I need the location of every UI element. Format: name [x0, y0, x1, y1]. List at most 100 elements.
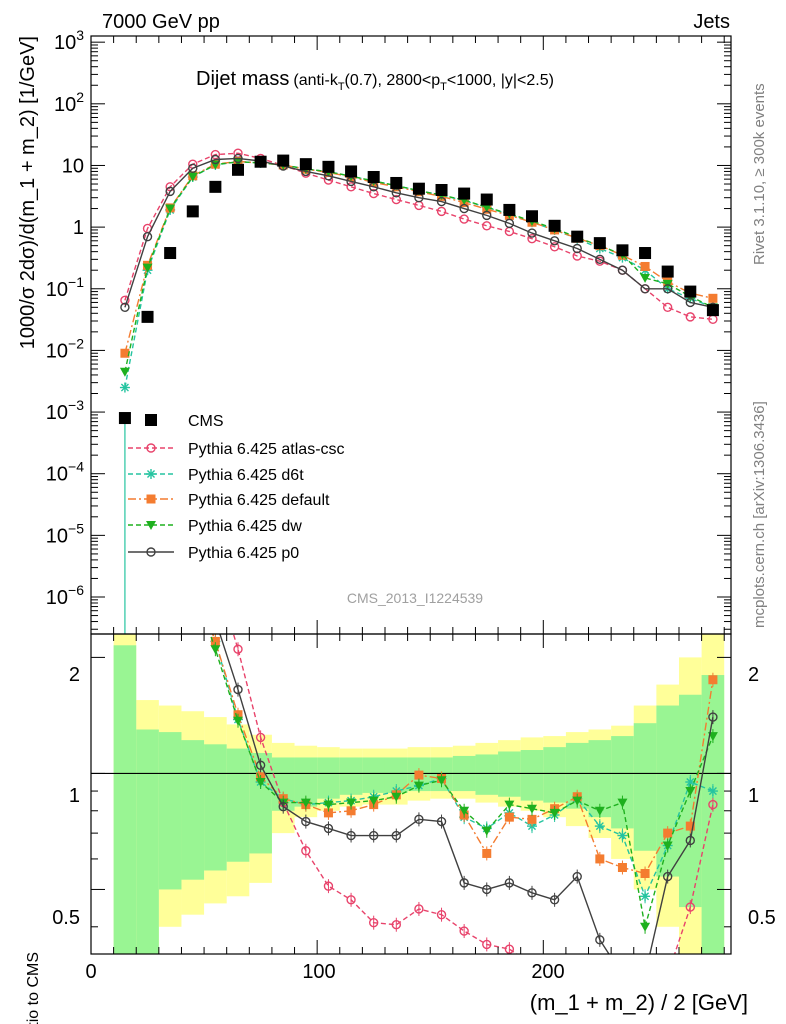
ratio-point-p0 — [278, 801, 288, 812]
ratio-point-atlas — [368, 917, 379, 928]
point-p0 — [640, 284, 650, 294]
ratio-point-dw — [436, 776, 447, 786]
ratio-point-d6t — [707, 786, 718, 797]
ratio-point-dw — [526, 804, 537, 814]
point-cms — [390, 176, 403, 189]
analysis-id: CMS_2013_I1224539 — [347, 590, 483, 606]
main-y-tick-label: 10−1 — [46, 274, 84, 301]
point-cms — [458, 187, 471, 200]
legend-entry-d6t: Pythia 6.425 d6t — [128, 467, 304, 484]
point-p0 — [527, 228, 537, 238]
point-cms — [186, 205, 199, 218]
legend-label-atlas: Pythia 6.425 atlas-csc — [188, 441, 345, 458]
series-p0 — [120, 153, 718, 313]
ratio-point-dw — [323, 800, 334, 810]
point-p0 — [120, 302, 130, 313]
point-cms — [435, 183, 448, 196]
point-cms — [231, 163, 244, 176]
ratio-point-atlas — [482, 939, 492, 950]
point-cms — [254, 155, 267, 168]
main-y-tick-label: 103 — [54, 27, 84, 54]
band-inner-bin — [204, 744, 227, 871]
ratio-y-tick-labels-left: 2 1 0.5 — [52, 664, 80, 929]
ratio-point-d6t — [617, 830, 628, 841]
band-inner-bin — [498, 751, 521, 797]
point-cms — [141, 310, 154, 323]
point-p0 — [188, 163, 198, 173]
point-cms — [118, 412, 131, 425]
ratio-point-dw — [459, 806, 470, 816]
band-inner-bin — [656, 705, 679, 877]
legend-marker-cms — [145, 414, 157, 426]
point-cms — [525, 210, 538, 223]
legend-entry-cms: CMS — [145, 413, 224, 430]
ratio-point-dw — [685, 787, 696, 797]
ratio-point-atlas — [641, 971, 649, 979]
point-dw — [142, 263, 153, 273]
legend-label-cms: CMS — [188, 413, 224, 430]
ratio-point-p0 — [414, 814, 424, 825]
ratio-y-tick-label-2: 2 — [69, 664, 80, 686]
header-left: 7000 GeV pp — [102, 11, 220, 33]
ratio-point-atlas — [233, 644, 243, 654]
ratio-point-dw — [368, 796, 379, 806]
ratio-point-default — [504, 812, 514, 822]
legend-marker-dw — [146, 521, 156, 530]
ratio-point-dw — [413, 781, 424, 791]
point-dw — [119, 367, 130, 377]
ratio-point-default — [346, 806, 356, 816]
ratio-point-p0 — [459, 878, 469, 888]
ratio-point-default — [640, 868, 650, 878]
ratio-point-default — [617, 863, 627, 873]
ratio-point-dw — [300, 798, 311, 808]
ratio-point-atlas — [459, 926, 469, 936]
band-inner-bin — [158, 732, 182, 890]
plot-title: Dijet mass (anti-kT(0.7), 2800<pT<1000, |… — [196, 68, 554, 93]
main-series-group — [118, 148, 719, 634]
ratio-point-default — [663, 828, 673, 838]
ratio-y-tick-label-0.5: 0.5 — [52, 907, 80, 929]
band-inner-bin — [611, 736, 634, 829]
ratio-point-p0 — [255, 760, 266, 770]
point-default — [120, 348, 130, 358]
point-cms — [684, 285, 697, 298]
ratio-point-dw — [504, 800, 515, 810]
ratio-y-tick-label-0.5-right: 0.5 — [748, 907, 776, 929]
ratio-point-p0 — [346, 830, 356, 841]
point-p0 — [504, 218, 515, 229]
ratio-point-p0 — [595, 935, 605, 945]
ratio-point-default — [482, 848, 492, 858]
ratio-point-atlas — [618, 971, 626, 979]
point-cms — [299, 158, 312, 171]
ratio-series-p0 — [189, 575, 718, 954]
ratio-point-default — [188, 574, 197, 583]
band-inner-bin — [113, 645, 137, 954]
ratio-point-default — [414, 770, 424, 780]
point-atlas — [459, 214, 469, 224]
point-p0 — [210, 154, 221, 165]
band-inner-bin — [136, 729, 159, 954]
band-inner-bin — [565, 742, 589, 809]
point-atlas — [368, 188, 379, 199]
point-p0 — [142, 231, 153, 242]
ratio-line-atlas — [232, 634, 714, 954]
ratio-y-axis-title: Ratio to CMS — [25, 952, 42, 1024]
ratio-point-atlas — [346, 895, 356, 905]
point-cms — [503, 203, 516, 216]
ratio-point-default — [685, 821, 695, 831]
band-inner-bin — [384, 757, 408, 793]
point-p0 — [617, 265, 628, 275]
series-line-atlas — [124, 152, 713, 320]
ratio-point-d6t — [594, 821, 605, 832]
point-cms — [164, 247, 177, 260]
ratio-point-p0 — [189, 575, 197, 583]
ratio-point-atlas — [708, 799, 718, 810]
legend-marker-default — [146, 494, 156, 504]
point-atlas — [436, 206, 447, 217]
point-atlas — [549, 242, 560, 252]
point-cms — [571, 230, 584, 243]
legend: CMS Pythia 6.425 atlas-csc Pythia 6.425 … — [128, 413, 345, 562]
main-y-tick-label: 10−6 — [46, 582, 84, 609]
